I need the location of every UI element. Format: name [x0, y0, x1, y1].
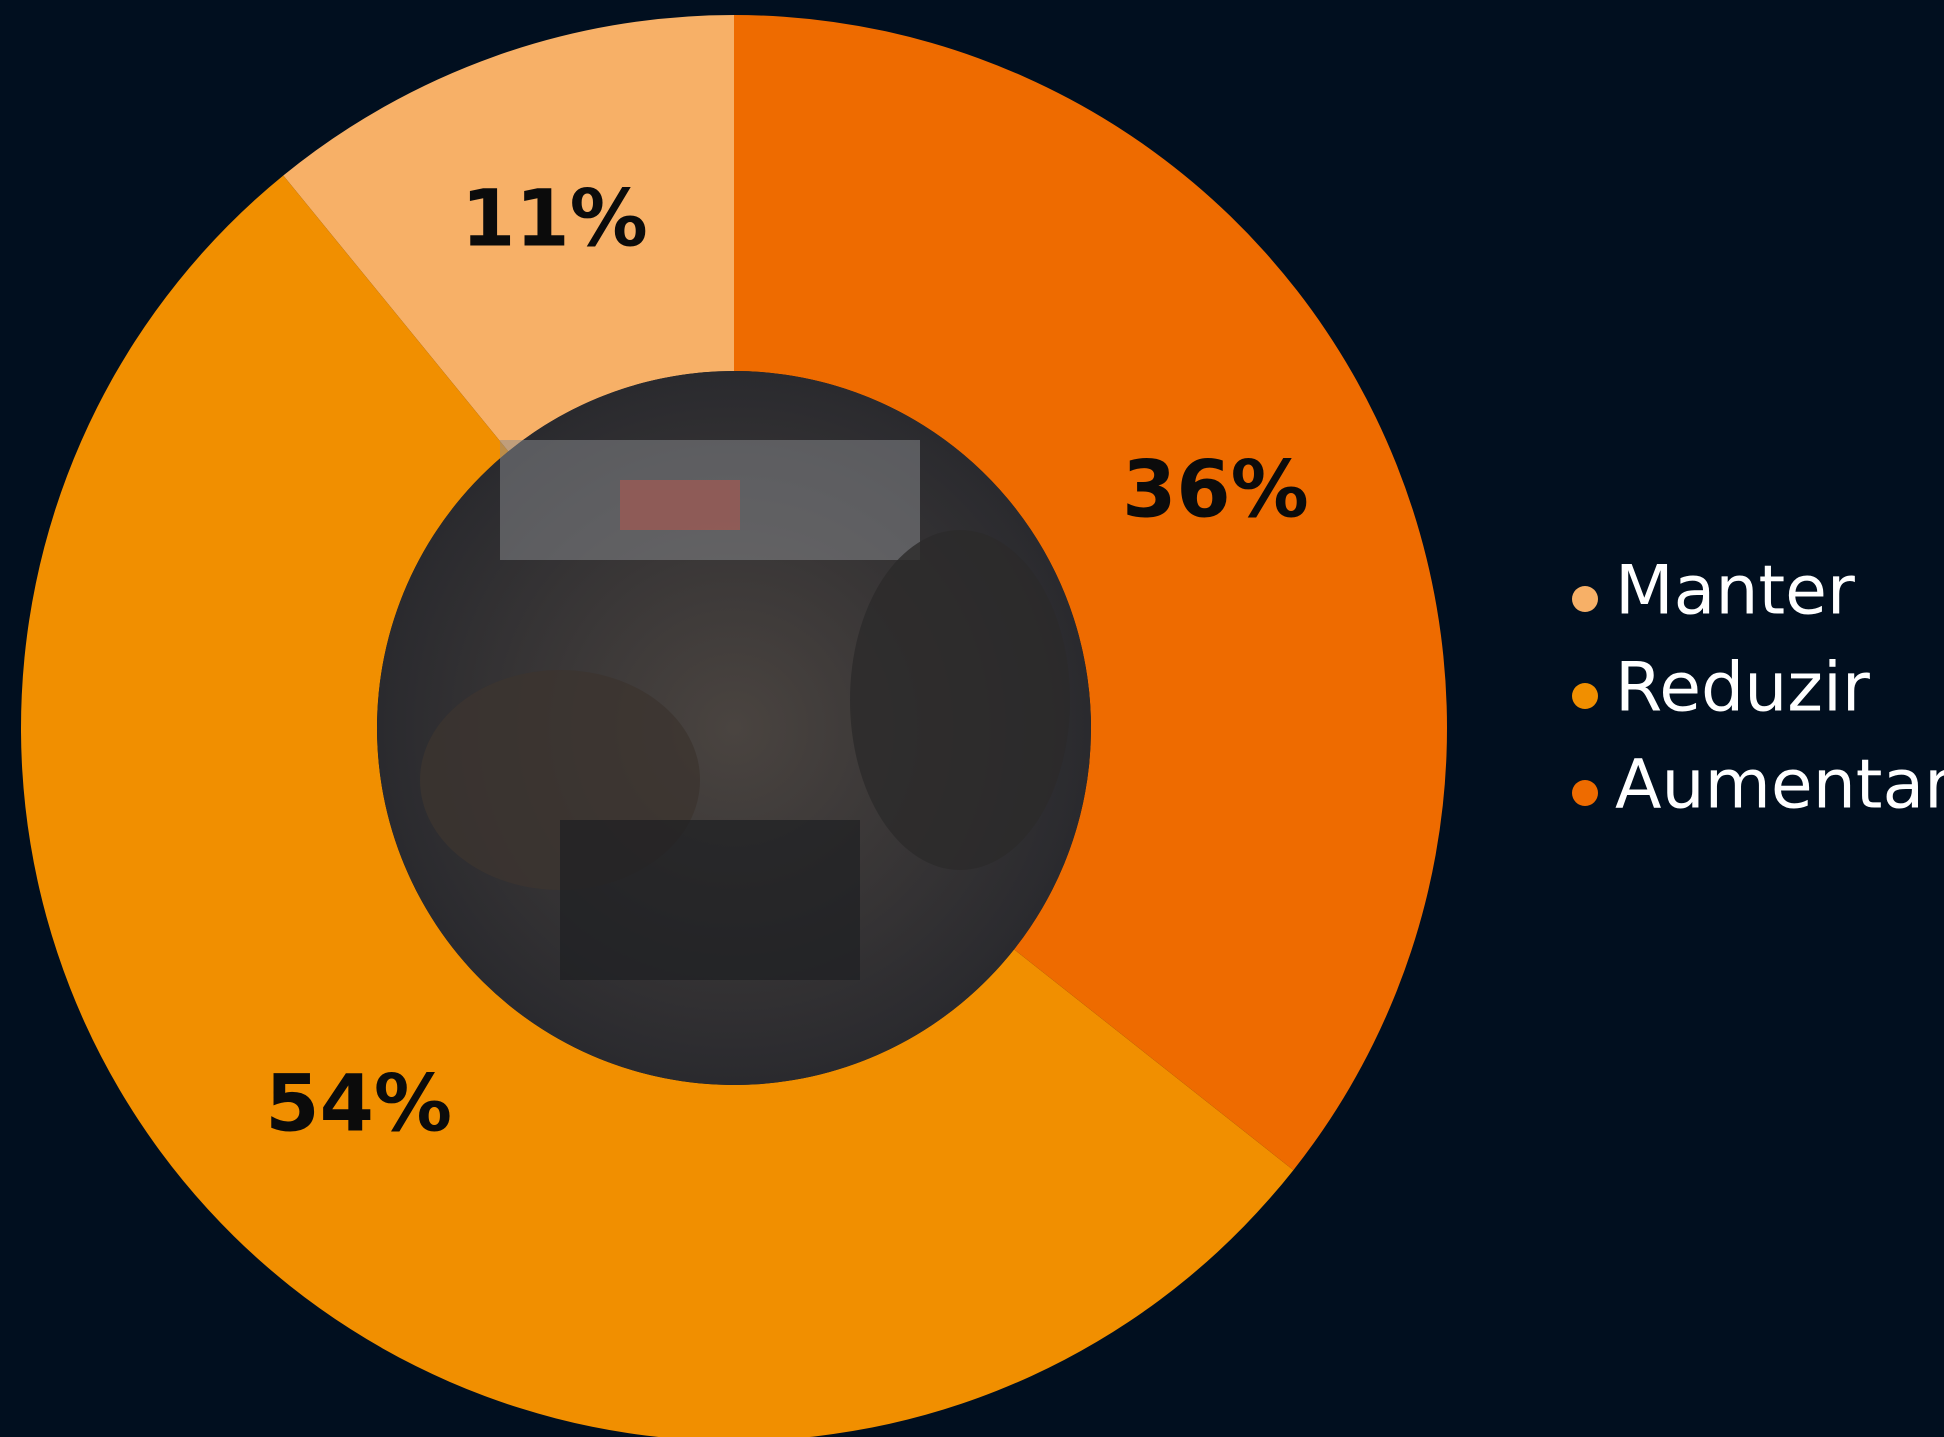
legend-label: Aumentar — [1615, 746, 1944, 825]
data-label: 36% — [1122, 445, 1309, 535]
data-label: 54% — [265, 1060, 452, 1150]
donut-slice — [283, 15, 734, 452]
legend-marker — [1572, 683, 1598, 709]
center-photo — [377, 371, 1091, 1085]
legend-marker — [1572, 586, 1598, 612]
legend-marker — [1572, 780, 1598, 806]
legend-label: Reduzir — [1615, 649, 1870, 728]
legend-label: Manter — [1615, 552, 1855, 631]
donut-slice — [21, 175, 1294, 1437]
donut-slice — [734, 15, 1447, 1171]
data-label: 11% — [461, 174, 648, 264]
